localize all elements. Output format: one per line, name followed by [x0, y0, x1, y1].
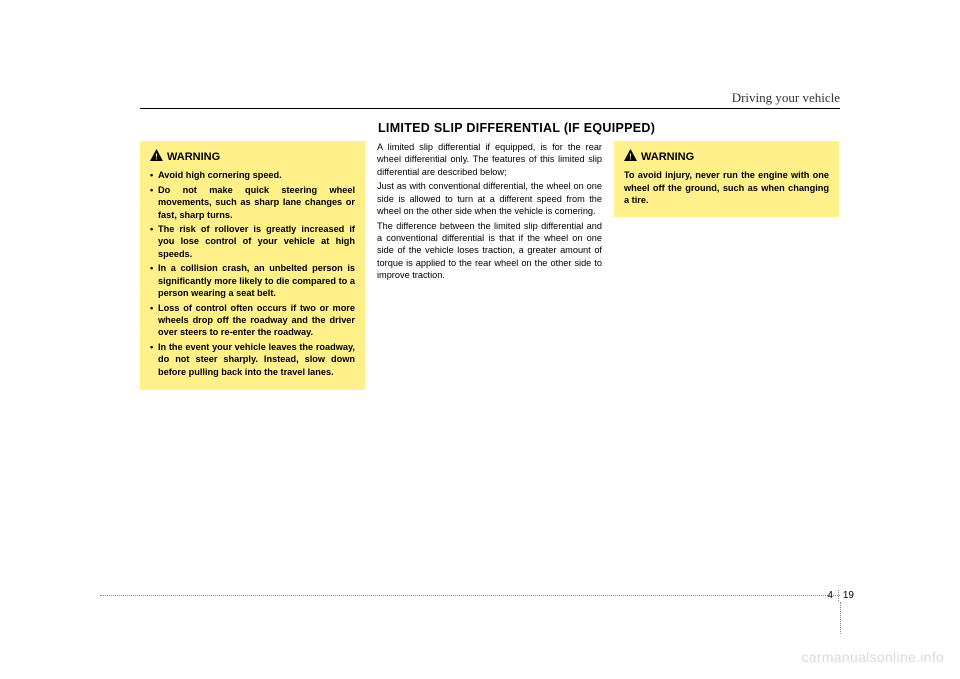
warning-box-1: ! WARNING Avoid high cornering speed. Do…	[140, 141, 365, 390]
column-left: ! WARNING Avoid high cornering speed. Do…	[140, 141, 365, 390]
page-index: 19	[843, 590, 854, 601]
warning-label: WARNING	[167, 150, 220, 164]
warning-heading: ! WARNING	[150, 149, 355, 165]
warning-item: Loss of control often occurs if two or m…	[150, 302, 355, 339]
page-footer: 4 19	[100, 595, 840, 596]
warning-text: To avoid injury, never run the engine wi…	[624, 169, 829, 206]
warning-list: Avoid high cornering speed. Do not make …	[150, 169, 355, 378]
body-paragraph: The difference between the limited slip …	[377, 220, 602, 282]
warning-box-2: ! WARNING To avoid injury, never run the…	[614, 141, 839, 217]
svg-text:!: !	[155, 153, 158, 162]
warning-triangle-icon: !	[150, 149, 163, 165]
chapter-title: Driving your vehicle	[140, 90, 840, 109]
warning-triangle-icon: !	[624, 149, 637, 165]
warning-item: In the event your vehicle leaves the roa…	[150, 341, 355, 378]
column-middle: A limited slip differential if equipped,…	[377, 141, 602, 284]
svg-text:!: !	[629, 153, 632, 162]
watermark: carmanualsonline.info	[802, 649, 945, 665]
body-paragraph: A limited slip differential if equipped,…	[377, 141, 602, 178]
warning-item: The risk of rollover is greatly increase…	[150, 223, 355, 260]
warning-item: Avoid high cornering speed.	[150, 169, 355, 181]
column-right: ! WARNING To avoid injury, never run the…	[614, 141, 839, 217]
warning-item: Do not make quick steering wheel movemen…	[150, 184, 355, 221]
chapter-number: 4	[827, 590, 839, 601]
tick-marks	[840, 602, 841, 634]
body-paragraph: Just as with conventional differential, …	[377, 180, 602, 217]
warning-label: WARNING	[641, 150, 694, 164]
page-number: 4 19	[827, 590, 854, 601]
content-columns: ! WARNING Avoid high cornering speed. Do…	[140, 141, 840, 390]
warning-item: In a collision crash, an unbelted person…	[150, 262, 355, 299]
section-title: LIMITED SLIP DIFFERENTIAL (IF EQUIPPED)	[378, 121, 840, 135]
warning-heading: ! WARNING	[624, 149, 829, 165]
